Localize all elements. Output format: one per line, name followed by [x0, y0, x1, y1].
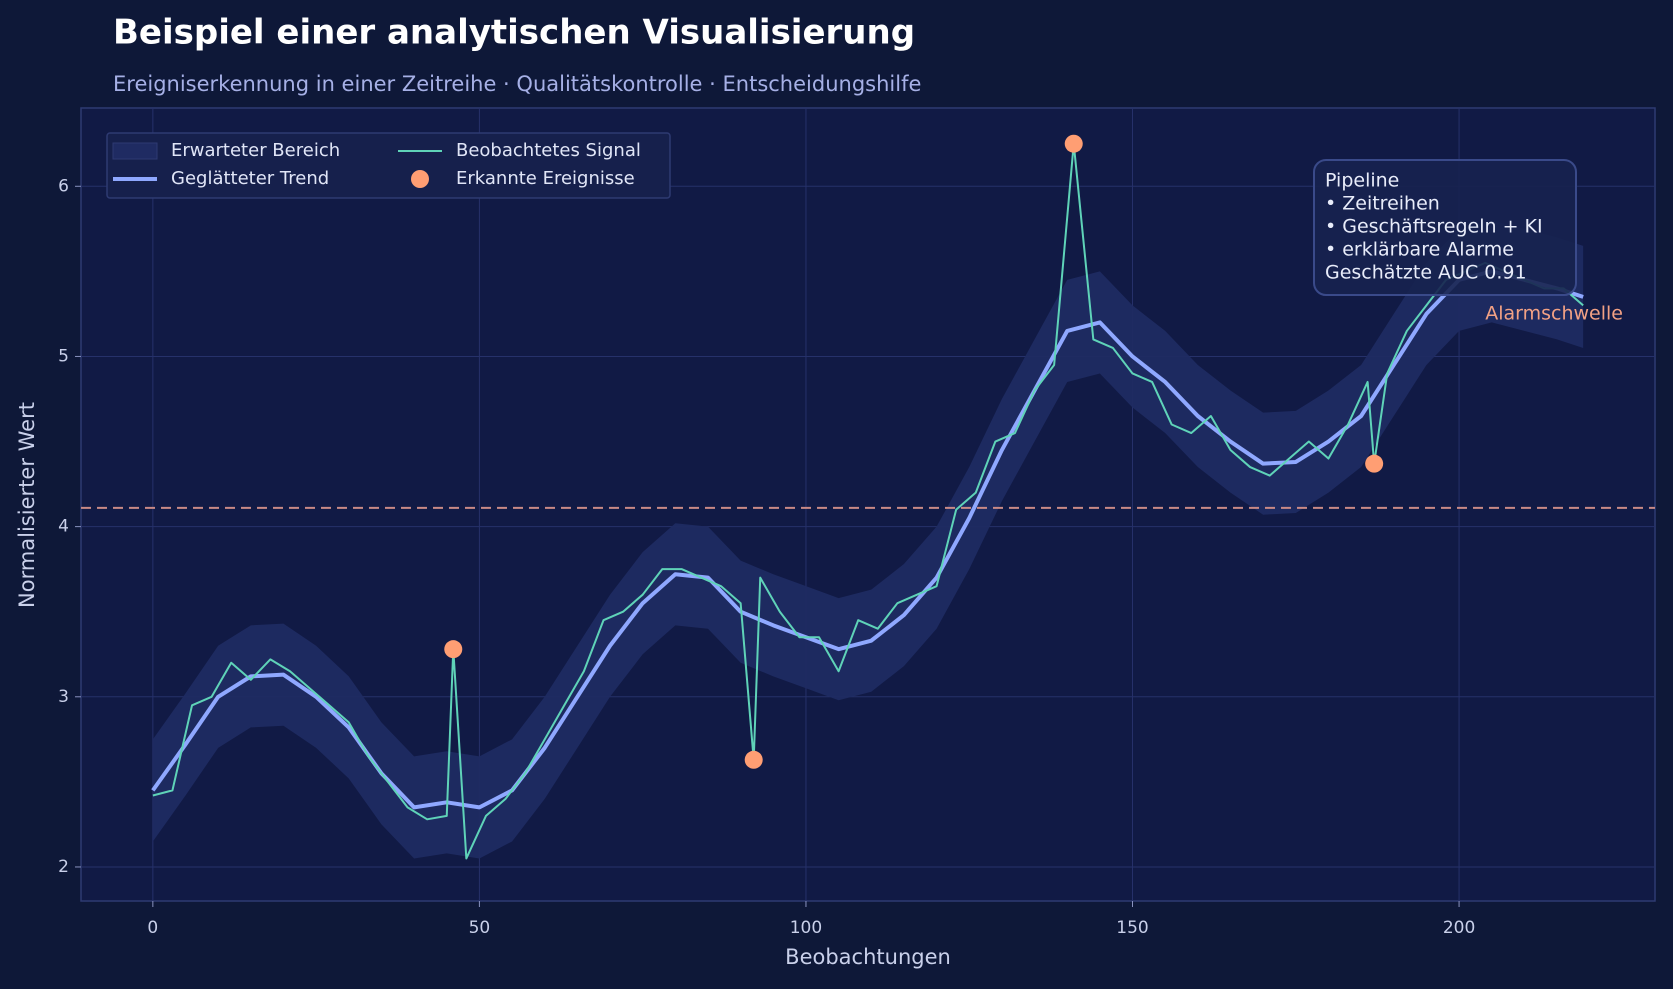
event-point — [744, 750, 763, 769]
x-tick-label: 200 — [1443, 918, 1475, 938]
legend-label: Erkannte Ereignisse — [456, 168, 635, 189]
event-point — [1365, 454, 1384, 473]
annotation-text: Geschätzte AUC 0.91 — [1325, 262, 1527, 284]
signal-line — [152, 142, 1584, 860]
y-tick-label: 5 — [58, 346, 69, 366]
legend-label: Geglätteter Trend — [171, 168, 329, 189]
legend-box — [106, 132, 671, 199]
x-tick-label: 150 — [1116, 918, 1148, 938]
y-tick-label: 3 — [58, 687, 69, 707]
annotation-text: • Zeitreihen — [1325, 193, 1440, 215]
legend-swatch — [112, 142, 158, 160]
legend-label: Erwarteter Bereich — [171, 140, 340, 161]
chart-subtitle: Ereigniserkennung in einer Zeitreihe · Q… — [113, 72, 921, 96]
threshold-label: Alarmschwelle — [1485, 303, 1623, 325]
x-tick-label: 0 — [147, 918, 158, 938]
x-tick-label: 100 — [790, 918, 822, 938]
y-tick-label: 4 — [58, 517, 69, 537]
y-tick-label: 6 — [58, 176, 69, 196]
legend-swatch — [411, 170, 429, 188]
legend-label: Beobachtetes Signal — [456, 140, 641, 161]
y-axis-label: Normalisierter Wert — [15, 402, 39, 608]
annotation-text: Pipeline — [1325, 170, 1399, 192]
annotation-text: • Geschäftsregeln + KI — [1325, 216, 1543, 238]
y-tick-label: 2 — [58, 857, 69, 877]
x-axis-label: Beobachtungen — [785, 945, 951, 969]
grid: 0 50 100 150 200 2 3 4 5 6 — [58, 108, 1655, 938]
x-tick-label: 50 — [469, 918, 491, 938]
event-point — [1064, 134, 1083, 153]
chart-title: Beispiel einer analytischen Visualisieru… — [113, 13, 915, 53]
event-point — [444, 640, 463, 659]
annotation-text: • erklärbare Alarme — [1325, 239, 1514, 261]
trend-line — [151, 269, 1584, 810]
overlay: Alarmschwelle Pipeline• Zeitreihen• Gesch… — [106, 132, 1623, 769]
annotation-box — [1313, 159, 1577, 296]
